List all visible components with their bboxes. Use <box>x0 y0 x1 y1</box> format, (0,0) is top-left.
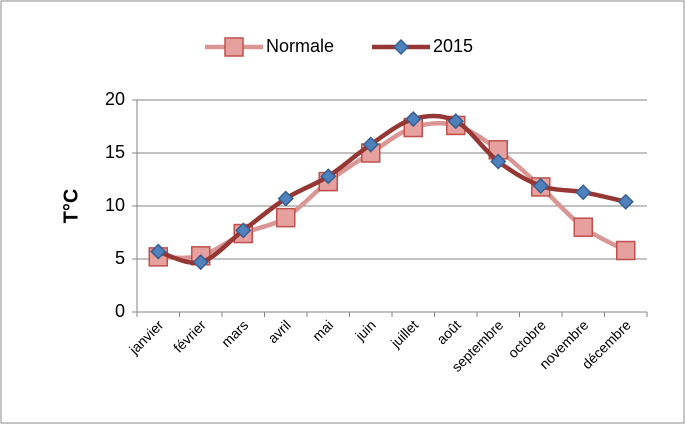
point <box>617 193 634 210</box>
y-tick-label: 5 <box>115 248 125 268</box>
point <box>490 153 507 170</box>
point <box>532 177 549 194</box>
point <box>276 207 296 228</box>
point <box>447 113 464 130</box>
legend-marker <box>224 37 244 57</box>
point <box>192 254 209 271</box>
y-tick-label: 15 <box>105 142 125 162</box>
point <box>573 217 593 237</box>
point <box>320 168 337 185</box>
y-tick-label: 0 <box>115 301 125 321</box>
y-tick-label: 20 <box>105 89 125 109</box>
point <box>277 190 294 207</box>
point <box>362 136 379 153</box>
y-tick-label: 10 <box>105 195 125 215</box>
point <box>575 184 592 201</box>
point <box>405 111 422 128</box>
point <box>150 243 167 260</box>
point <box>235 222 252 239</box>
legend-marker <box>392 38 410 56</box>
legend-label: Normale <box>266 36 334 56</box>
point <box>616 240 636 261</box>
y-axis-label: T°C <box>60 189 82 224</box>
legend-label: 2015 <box>433 36 473 56</box>
